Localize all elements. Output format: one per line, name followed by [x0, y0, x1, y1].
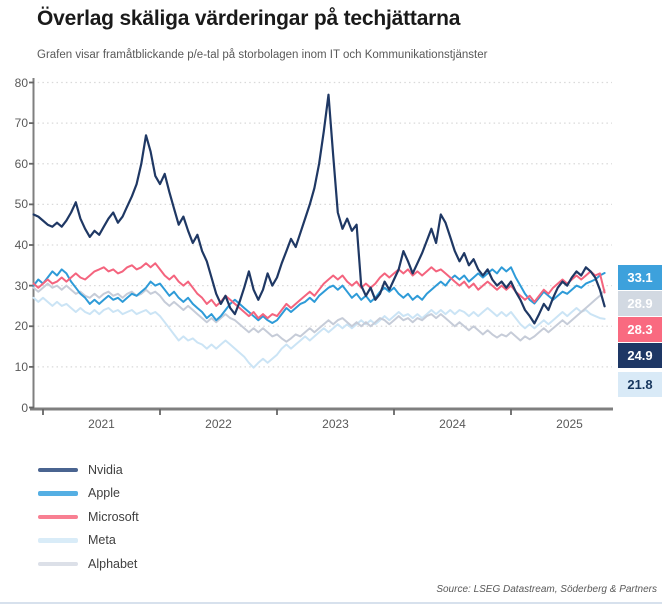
bottom-divider	[0, 602, 662, 604]
chart-title: Överlag skäliga värderingar på techjätta…	[37, 7, 461, 30]
chart-subtitle: Grafen visar framåtblickande p/e-tal på …	[37, 49, 488, 61]
legend-swatch-microsoft	[38, 514, 78, 519]
end-value-chip-meta: 21.8	[618, 372, 662, 397]
series-line-nvidia	[32, 93, 606, 325]
y-tick-label-20: 20	[14, 319, 28, 334]
legend-swatch-alphabet	[38, 561, 78, 566]
legend-label-microsoft: Microsoft	[88, 509, 139, 524]
legend-label-meta: Meta	[88, 533, 116, 548]
legend-item-nvidia: Nvidia	[38, 458, 139, 482]
y-tick-label-70: 70	[14, 116, 28, 131]
legend-label-nvidia: Nvidia	[88, 462, 123, 477]
y-tick-label-0: 0	[21, 400, 28, 415]
legend-swatch-nvidia	[38, 467, 78, 472]
legend-item-meta: Meta	[38, 529, 139, 553]
y-tick-label-40: 40	[14, 238, 28, 252]
x-tick-label-2023: 2023	[322, 417, 349, 431]
y-tick-label-30: 30	[14, 278, 28, 293]
series-line-meta	[32, 296, 606, 369]
legend-label-apple: Apple	[88, 486, 120, 501]
legend-item-apple: Apple	[38, 482, 139, 506]
end-value-chip-alphabet: 28.9	[618, 291, 662, 316]
legend-item-microsoft: Microsoft	[38, 505, 139, 529]
end-value-chip-apple: 33.1	[618, 265, 662, 290]
y-tick-label-10: 10	[14, 359, 28, 374]
series-line-alphabet	[32, 282, 606, 343]
legend-swatch-apple	[38, 491, 78, 496]
series-line-microsoft	[32, 262, 606, 320]
x-tick-label-2025: 2025	[556, 417, 583, 431]
legend-swatch-meta	[38, 538, 78, 543]
y-tick-label-60: 60	[14, 156, 28, 171]
x-tick-label-2022: 2022	[205, 417, 232, 431]
legend-label-alphabet: Alphabet	[88, 556, 138, 571]
end-value-chip-nvidia: 24.9	[618, 343, 662, 368]
y-tick-label-50: 50	[14, 197, 28, 212]
legend: Nvidia Apple Microsoft Meta Alphabet	[38, 458, 139, 576]
y-tick-label-80: 80	[14, 75, 28, 90]
x-tick-label-2021: 2021	[88, 417, 115, 431]
legend-item-alphabet: Alphabet	[38, 552, 139, 576]
series-line-apple	[32, 266, 606, 324]
x-tick-label-2024: 2024	[439, 417, 466, 431]
source-note: Source: LSEG Datastream, Söderberg & Par…	[436, 584, 657, 595]
end-value-chip-microsoft: 28.3	[618, 317, 662, 342]
